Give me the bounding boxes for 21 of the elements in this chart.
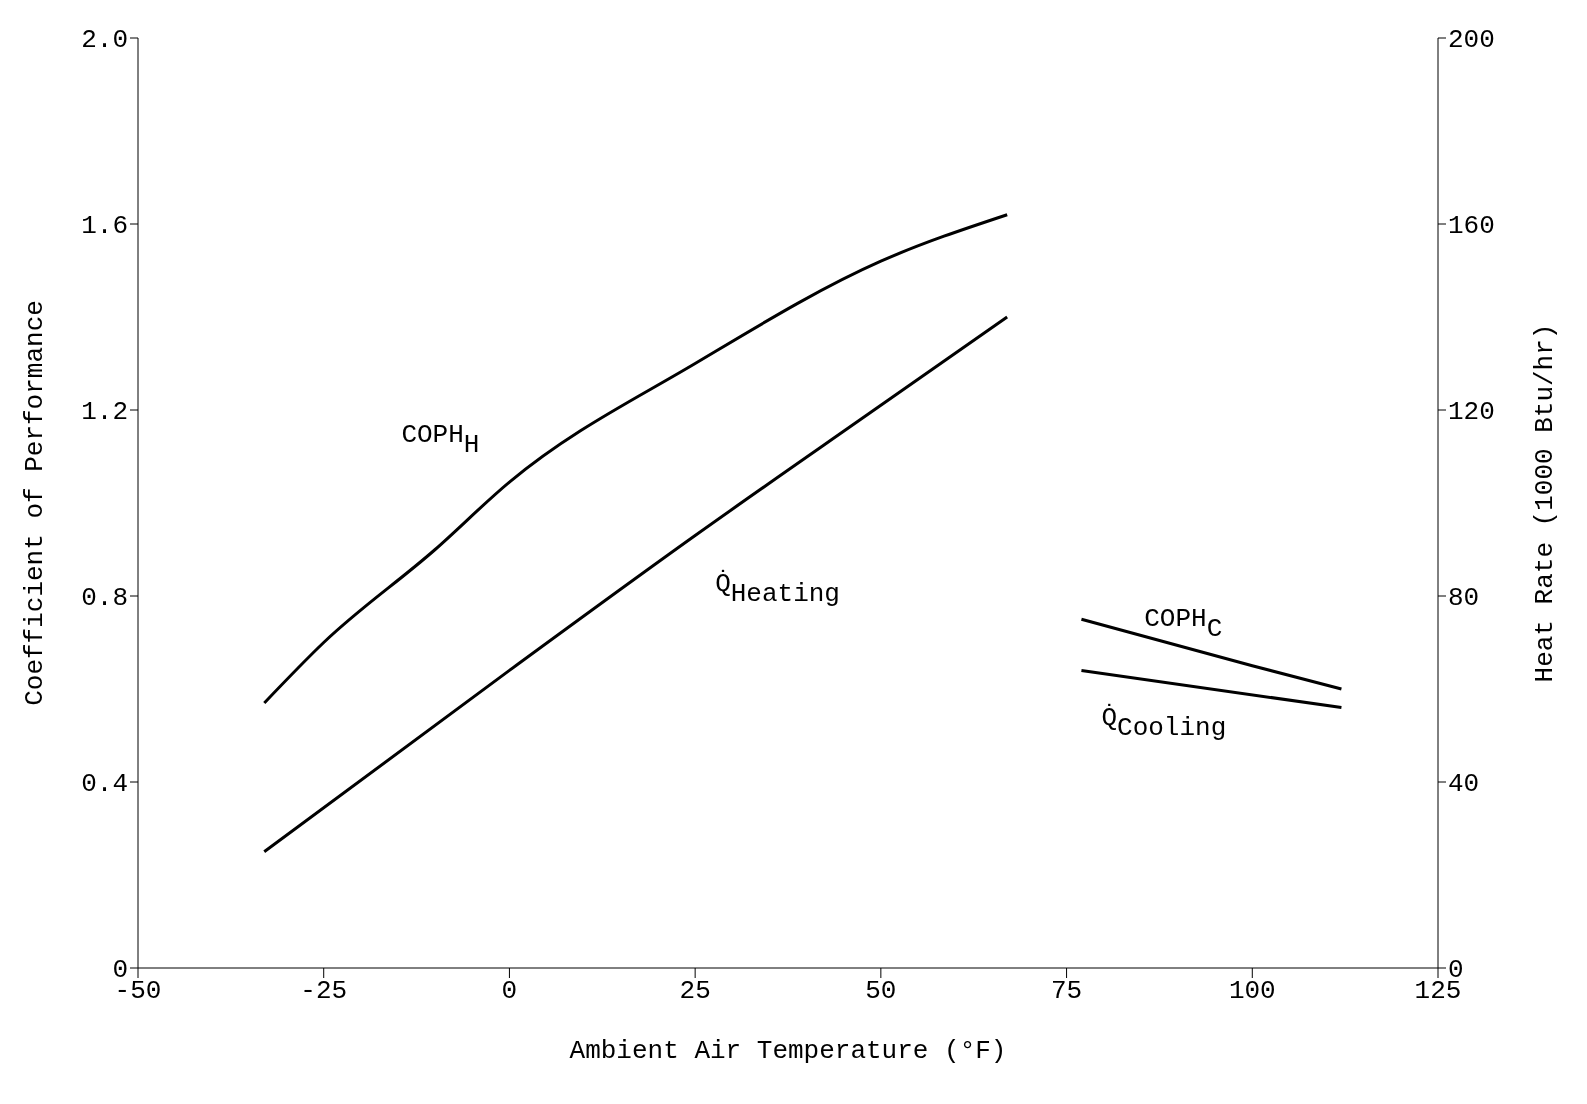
line-series — [262, 315, 1009, 854]
x-tick-label: 50 — [865, 976, 897, 1007]
y-tick-label: 1.2 — [81, 397, 128, 428]
x-tick-label: 75 — [1050, 976, 1083, 1007]
line-series — [262, 213, 1009, 705]
y-tick-label: 0.8 — [81, 583, 128, 614]
x-tick-label: -25 — [300, 976, 348, 1007]
y2-tick-label: 160 — [1448, 211, 1495, 242]
x-tick-label: 0 — [501, 976, 518, 1007]
y-tick-label: 1.6 — [81, 211, 128, 242]
y-axis-title: Coefficient of Performance — [20, 300, 51, 706]
x-axis-title: Ambient Air Temperature (°F) — [569, 1036, 1007, 1066]
x-tick-label: 25 — [679, 976, 711, 1007]
y2-tick-label: 40 — [1448, 769, 1480, 800]
y-tick-label: 0.4 — [81, 769, 128, 800]
y2-axis-title: Heat Rate (1000 Btu/hr) — [1530, 323, 1561, 683]
y2-tick-label: 200 — [1448, 25, 1495, 56]
y2-tick-label: 80 — [1448, 583, 1480, 614]
y-tick-label: 2.0 — [81, 25, 128, 56]
y2-tick-label: 120 — [1448, 397, 1495, 428]
x-tick-label: 100 — [1228, 976, 1276, 1007]
